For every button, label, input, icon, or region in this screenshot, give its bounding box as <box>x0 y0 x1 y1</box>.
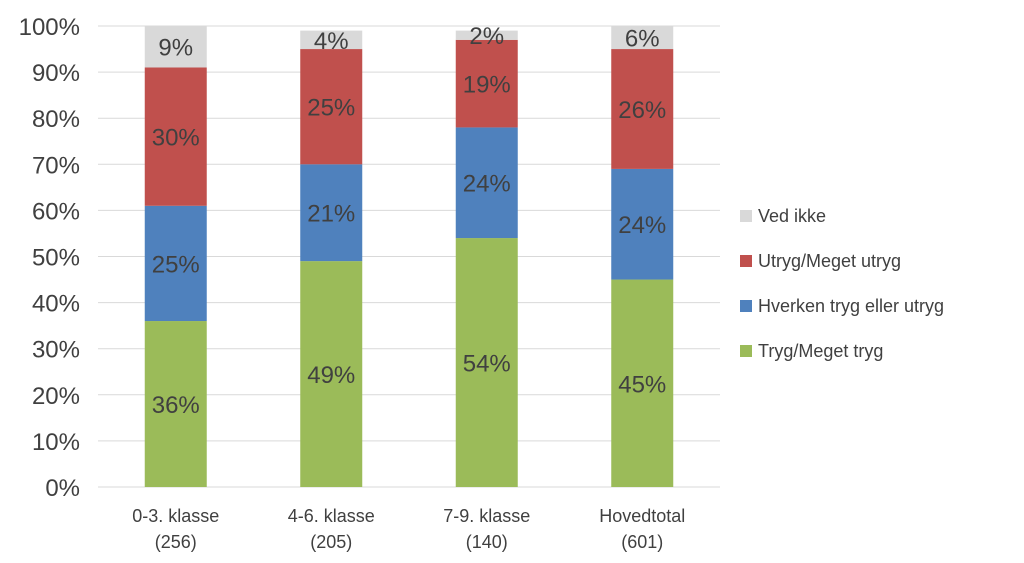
y-tick-label: 60% <box>32 198 80 225</box>
data-label: 9% <box>158 35 193 62</box>
y-tick-label: 10% <box>32 429 80 456</box>
bar-segment <box>455 39 518 128</box>
x-tick-label: 0-3. klasse <box>132 506 219 526</box>
data-label: 2% <box>469 23 504 50</box>
bar-segment <box>300 30 363 50</box>
x-tick-label: 4-6. klasse <box>288 506 375 526</box>
data-label: 6% <box>625 26 660 53</box>
bar-segment <box>611 168 674 280</box>
data-label: 25% <box>152 251 200 278</box>
data-labels: 36% 25% 30% 9% 49% 21% 25% 4% 54% 24% 19% 2% 45% 24% 2… <box>152 23 667 419</box>
data-label: 19% <box>463 72 511 99</box>
y-tick-label: 0% <box>45 475 80 502</box>
legend-swatch <box>740 345 752 357</box>
bar-segment <box>455 30 518 40</box>
data-label: 25% <box>307 95 355 122</box>
y-tick-label: 90% <box>32 60 80 87</box>
data-label: 4% <box>314 28 349 55</box>
bar-segment <box>144 321 207 487</box>
bar-segment <box>144 26 207 68</box>
legend-swatch <box>740 210 752 222</box>
bar-segment <box>144 205 207 322</box>
data-label: 36% <box>152 392 200 419</box>
y-tick-label: 100% <box>19 14 80 41</box>
y-tick-label: 20% <box>32 383 80 410</box>
bar-segment <box>300 49 363 165</box>
data-label: 49% <box>307 362 355 389</box>
x-tick-label: (140) <box>466 532 508 552</box>
bar-segment <box>455 127 518 239</box>
data-label: 24% <box>463 171 511 198</box>
y-axis-tick-labels: 0% 10% 20% 30% 40% 50% 60% 70% 80% 90% 100% <box>19 14 80 502</box>
legend-label: Tryg/Meget tryg <box>758 341 883 361</box>
data-label: 26% <box>618 97 666 124</box>
legend: Ved ikke Utryg/Meget utryg Hverken tryg el… <box>740 206 944 361</box>
y-tick-label: 50% <box>32 245 80 272</box>
y-tick-label: 80% <box>32 106 80 133</box>
data-label: 30% <box>152 125 200 152</box>
y-tick-label: 70% <box>32 152 80 179</box>
bar-segment <box>611 26 674 50</box>
bar-segment <box>300 164 363 262</box>
bar-segment <box>144 67 207 206</box>
bar-segment <box>611 49 674 169</box>
x-axis-tick-labels: 0-3. klasse (256) 4-6. klasse (205) 7-9. kla… <box>132 506 685 552</box>
x-tick-label: (256) <box>155 532 197 552</box>
bar-segment <box>300 261 363 487</box>
data-label: 54% <box>463 351 511 378</box>
x-tick-label: (601) <box>621 532 663 552</box>
legend-swatch <box>740 300 752 312</box>
bar-segment <box>455 238 518 487</box>
x-tick-label: (205) <box>310 532 352 552</box>
data-label: 24% <box>618 212 666 239</box>
legend-label: Utryg/Meget utryg <box>758 251 901 271</box>
bar-segment <box>611 279 674 487</box>
x-tick-label: Hovedtotal <box>599 506 685 526</box>
legend-label: Ved ikke <box>758 206 826 226</box>
bars <box>144 26 674 487</box>
y-tick-label: 30% <box>32 337 80 364</box>
y-tick-label: 40% <box>32 291 80 318</box>
legend-swatch <box>740 255 752 267</box>
x-tick-label: 7-9. klasse <box>443 506 530 526</box>
data-label: 21% <box>307 201 355 228</box>
legend-label: Hverken tryg eller utryg <box>758 296 944 316</box>
data-label: 45% <box>618 371 666 398</box>
